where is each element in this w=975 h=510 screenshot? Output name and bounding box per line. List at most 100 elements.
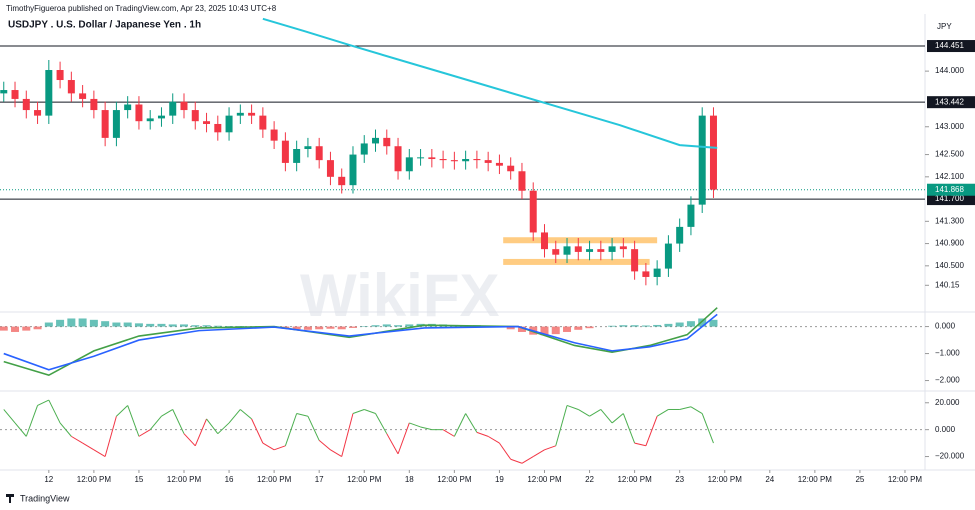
- oscillator-segment: [127, 405, 140, 437]
- oscillator-segment: [409, 422, 421, 428]
- oscillator-segment: [104, 416, 117, 457]
- oscillator-segment: [59, 422, 72, 437]
- oscillator-segment: [318, 440, 331, 451]
- candle-body: [394, 146, 402, 172]
- x-tick-label: 12:00 PM: [708, 475, 743, 484]
- histogram-bar: [157, 323, 166, 327]
- y-tick-label: 144.000: [935, 66, 964, 75]
- oscillator-segment: [296, 413, 309, 417]
- oscillator-segment: [487, 435, 500, 444]
- oscillator-segment: [93, 449, 106, 457]
- oscillator-segment: [194, 418, 207, 446]
- histogram-bar: [326, 326, 335, 329]
- oscillator-segment: [555, 405, 568, 446]
- histogram-bar: [686, 321, 695, 327]
- candle-body: [608, 246, 616, 252]
- oscillator-segment: [71, 435, 83, 444]
- oscillator-segment: [307, 415, 320, 441]
- oscillator-segment: [600, 409, 613, 424]
- candle-body: [417, 157, 425, 159]
- histogram-bar: [563, 326, 572, 332]
- histogram-bar: [67, 318, 76, 327]
- oscillator-segment: [453, 413, 467, 437]
- x-tick-label: 12:00 PM: [527, 475, 562, 484]
- candle-body: [495, 162, 503, 166]
- x-tick-label: 19: [495, 475, 504, 484]
- histogram-bar: [348, 326, 357, 328]
- histogram-bar: [630, 325, 639, 327]
- candle-body: [67, 80, 75, 94]
- y-tick-label: 142.500: [935, 150, 964, 159]
- histogram-bar: [585, 326, 594, 329]
- candle-body: [270, 129, 278, 141]
- candle-body: [563, 246, 571, 255]
- histogram-bar: [89, 319, 98, 327]
- zone: [503, 237, 658, 244]
- oscillator-segment: [701, 413, 714, 444]
- candle-body: [642, 271, 650, 277]
- candle-body: [90, 98, 98, 111]
- oscillator-segment: [566, 404, 579, 410]
- current-price-box: [927, 183, 975, 196]
- candle-body: [687, 204, 695, 227]
- y-tick-label: 20.000: [935, 398, 960, 407]
- oscillator-segment: [622, 413, 636, 444]
- oscillator-segment: [48, 399, 61, 424]
- histogram-bar: [180, 324, 188, 327]
- histogram-bar: [405, 324, 414, 327]
- histogram-bar: [394, 325, 403, 327]
- oscillator-segment: [375, 413, 388, 434]
- histogram-bar: [664, 323, 673, 327]
- x-tick-label: 16: [225, 475, 234, 484]
- byline: TimothyFigueroa published on TradingView…: [6, 4, 277, 13]
- oscillator-segment: [386, 433, 399, 455]
- x-tick-label: 12:00 PM: [617, 475, 652, 484]
- candle-body: [203, 121, 211, 124]
- candle-body: [304, 146, 312, 150]
- candle-body: [315, 146, 323, 161]
- oscillator-segment: [679, 406, 692, 410]
- oscillator-segment: [251, 418, 264, 444]
- histogram-bar: [303, 326, 312, 330]
- candle-body: [653, 268, 661, 277]
- candle-body: [79, 93, 87, 99]
- histogram-bar: [574, 326, 583, 330]
- level-label-box: [927, 40, 975, 53]
- level-label: 144.451: [935, 41, 964, 50]
- oscillator-segment: [364, 409, 376, 414]
- histogram-bar: [315, 326, 324, 330]
- candle-body: [124, 104, 132, 111]
- candle-body: [135, 104, 143, 122]
- candle-body: [338, 176, 346, 186]
- candle-body: [112, 110, 120, 138]
- histogram-bar: [213, 325, 222, 327]
- oscillator-segment: [183, 433, 196, 447]
- histogram-bar: [11, 326, 20, 332]
- histogram-bar: [371, 325, 380, 327]
- oscillator-segment: [273, 445, 286, 451]
- y-tick-label: −20.000: [935, 452, 965, 461]
- candle-body: [191, 110, 199, 122]
- histogram-bar: [146, 323, 155, 327]
- histogram-bar: [517, 326, 526, 332]
- candle-body: [676, 226, 684, 244]
- y-tick-label: 140.900: [935, 239, 964, 248]
- level-label: 141.700: [935, 194, 964, 203]
- histogram-bar: [33, 326, 42, 330]
- oscillator-segment: [465, 413, 478, 433]
- x-tick-label: 15: [134, 475, 143, 484]
- histogram-bar: [506, 326, 515, 330]
- oscillator-segment: [206, 418, 219, 434]
- candle-body: [405, 157, 413, 172]
- candle-body: [540, 232, 548, 250]
- histogram-bar: [191, 325, 200, 327]
- y-tick-label: 140.15: [935, 280, 960, 289]
- candle-body: [698, 115, 706, 205]
- candle-body: [619, 246, 627, 250]
- oscillator-segment: [442, 429, 455, 437]
- histogram-bar: [134, 323, 143, 327]
- x-tick-label: 18: [405, 475, 414, 484]
- y-tick-label: 143.000: [935, 122, 964, 131]
- histogram-bar: [698, 318, 707, 327]
